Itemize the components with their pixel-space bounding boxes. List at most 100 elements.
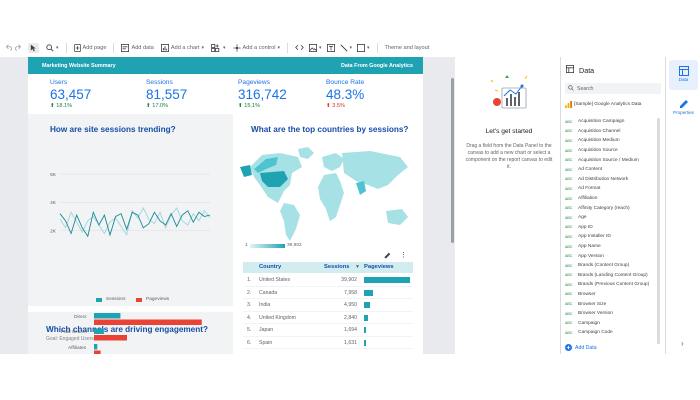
redo-button[interactable]	[15, 44, 22, 51]
field-item[interactable]: ABC Browser Size	[565, 299, 659, 309]
add-data-link[interactable]: Add Data	[565, 344, 597, 351]
embed-button[interactable]	[295, 44, 304, 51]
add-data-icon	[121, 43, 130, 52]
y-tick-label: 6K	[50, 172, 57, 178]
text-type-icon: ABC	[565, 138, 573, 143]
field-item[interactable]: ABC App Name	[565, 242, 659, 252]
col-country[interactable]: Country	[259, 264, 282, 270]
bar-sessions[interactable]	[94, 313, 121, 319]
field-item[interactable]: ABC Acquisition Campaign	[565, 117, 659, 127]
add-data-label: Add data	[131, 44, 154, 51]
field-item[interactable]: ABC Ad Format	[565, 184, 659, 194]
field-item[interactable]: ABC Age	[565, 213, 659, 223]
world-map[interactable]	[240, 145, 420, 245]
field-item[interactable]: ABC Browser Version	[565, 309, 659, 319]
add-page-label: Add page	[82, 44, 107, 51]
field-item[interactable]: ABC Browser	[565, 290, 659, 300]
map-united-states	[260, 171, 288, 187]
add-control-button[interactable]: Add a control ▾	[232, 43, 280, 52]
field-item[interactable]: ABC Campaign Code	[565, 328, 659, 338]
edit-icon[interactable]	[384, 252, 391, 259]
table-row[interactable]: 6. Spain 1,631	[243, 337, 413, 349]
bar-sessions[interactable]	[94, 328, 104, 335]
sessions-line-chart[interactable]: 02K4K6KApr 12Apr 17Apr 22Apr 27May 2May …	[28, 135, 233, 245]
select-tool-button[interactable]	[28, 42, 39, 53]
field-list-scrollbar[interactable]	[657, 118, 660, 344]
sort-desc-icon[interactable]: ▼	[355, 264, 360, 270]
bar-pageviews[interactable]	[94, 319, 202, 326]
field-item[interactable]: ABC Ad Content	[565, 165, 659, 175]
field-item[interactable]: ABC Acquisition Medium	[565, 136, 659, 146]
data-source-name[interactable]: [Sample] Google Analytics Data	[574, 102, 642, 107]
field-label: Acquisition Channel	[578, 128, 621, 134]
field-search-input[interactable]: Search	[565, 83, 661, 94]
field-item[interactable]: ABC Affinity Category (reach)	[565, 203, 659, 213]
divider	[65, 42, 67, 53]
field-item[interactable]: ABC Acquisition Source / Medium	[565, 155, 659, 165]
kpi-users[interactable]: Users 63,457 ⬆ 18.1%	[50, 79, 145, 109]
more-vert-icon[interactable]: ⋮	[400, 252, 407, 259]
kpi-change: 3.5%	[332, 103, 345, 109]
rail-properties-button[interactable]: Properties	[669, 93, 698, 123]
table-row[interactable]: 5. Japan 1,694	[243, 324, 413, 337]
kpi-sessions[interactable]: Sessions 81,557 ⬆ 17.0%	[146, 79, 241, 109]
field-label: App ID	[578, 224, 593, 230]
legend-pageviews: Pageviews	[146, 297, 170, 302]
kpi-pageviews[interactable]: Pageviews 316,742 ⬆ 15.1%	[238, 79, 333, 109]
bar-pageviews[interactable]	[94, 350, 101, 355]
col-sessions[interactable]: Sessions	[324, 264, 350, 270]
row-rank: 6.	[247, 339, 252, 346]
series-line-sessions	[59, 210, 211, 238]
field-item[interactable]: ABC Affiliation	[565, 194, 659, 204]
field-item[interactable]: ABC App Installer ID	[565, 232, 659, 242]
kpi-bounce-rate[interactable]: Bounce Rate 48.3% ⬆ 3.5%	[326, 79, 421, 109]
row-sessions: 7,958	[344, 289, 357, 296]
chevron-down-icon: ▾	[349, 44, 353, 51]
chevron-right-icon[interactable]: ›	[681, 339, 684, 348]
text-type-icon: ABC	[565, 273, 573, 278]
field-item[interactable]: ABC Campaign	[565, 318, 659, 328]
search-placeholder: Search	[577, 85, 594, 92]
table-row[interactable]: 2. Canada 7,958	[243, 287, 413, 299]
canvas-scrollbar[interactable]	[451, 78, 454, 243]
row-sessions: 2,840	[344, 314, 357, 321]
text-type-icon: ABC	[565, 186, 573, 191]
field-item[interactable]: ABC Brands (Previous Content Group)	[565, 280, 659, 290]
field-item[interactable]: ABC Brands (Landing Content Group)	[565, 271, 659, 281]
rail-data-button[interactable]: Data	[669, 60, 698, 90]
field-label: Browser Version	[578, 311, 613, 317]
text-type-icon: ABC	[565, 302, 573, 307]
field-item[interactable]: ABC Acquisition Source	[565, 146, 659, 156]
add-data-button[interactable]: Add data	[121, 43, 154, 52]
text-button[interactable]	[326, 43, 335, 52]
bar-sessions[interactable]	[94, 344, 98, 350]
undo-button[interactable]	[5, 44, 12, 51]
image-button[interactable]: ▾	[309, 43, 322, 52]
add-page-icon	[73, 43, 81, 52]
undo-icon	[6, 44, 12, 51]
table-row[interactable]: 3. India 4,950	[243, 299, 413, 312]
bar-pageviews[interactable]	[94, 335, 127, 341]
sessions-chart-title: How are site sessions trending?	[50, 125, 176, 134]
line-button[interactable]: ▾	[339, 43, 353, 52]
theme-layout-button[interactable]: Theme and layout	[385, 45, 430, 51]
add-page-button[interactable]: Add page	[73, 43, 107, 52]
field-item[interactable]: ABC App Version	[565, 251, 659, 261]
field-item[interactable]: ABC Brands (Content Group)	[565, 261, 659, 271]
row-country: Japan	[259, 327, 274, 333]
table-row[interactable]: 1. United States 39,902	[243, 274, 413, 287]
add-chart-button[interactable]: Add a chart ▾	[160, 43, 204, 52]
field-item[interactable]: ABC Acquisition Channel	[565, 127, 659, 137]
kpi-label: Bounce Rate	[326, 79, 365, 86]
row-rank: 2.	[247, 289, 252, 296]
table-row[interactable]: 4. United Kingdom 2,840	[243, 312, 413, 324]
map-scale-max: 39,902	[287, 243, 302, 248]
kpi-label: Users	[50, 79, 68, 86]
community-viz-button[interactable]: ▾	[211, 43, 226, 52]
field-item[interactable]: ABC App ID	[565, 223, 659, 233]
zoom-button[interactable]: ▾	[46, 43, 59, 52]
col-pageviews[interactable]: Pageviews	[364, 264, 394, 270]
shape-button[interactable]: ▾	[357, 43, 370, 52]
field-item[interactable]: ABC Ad Distribution Network	[565, 175, 659, 185]
